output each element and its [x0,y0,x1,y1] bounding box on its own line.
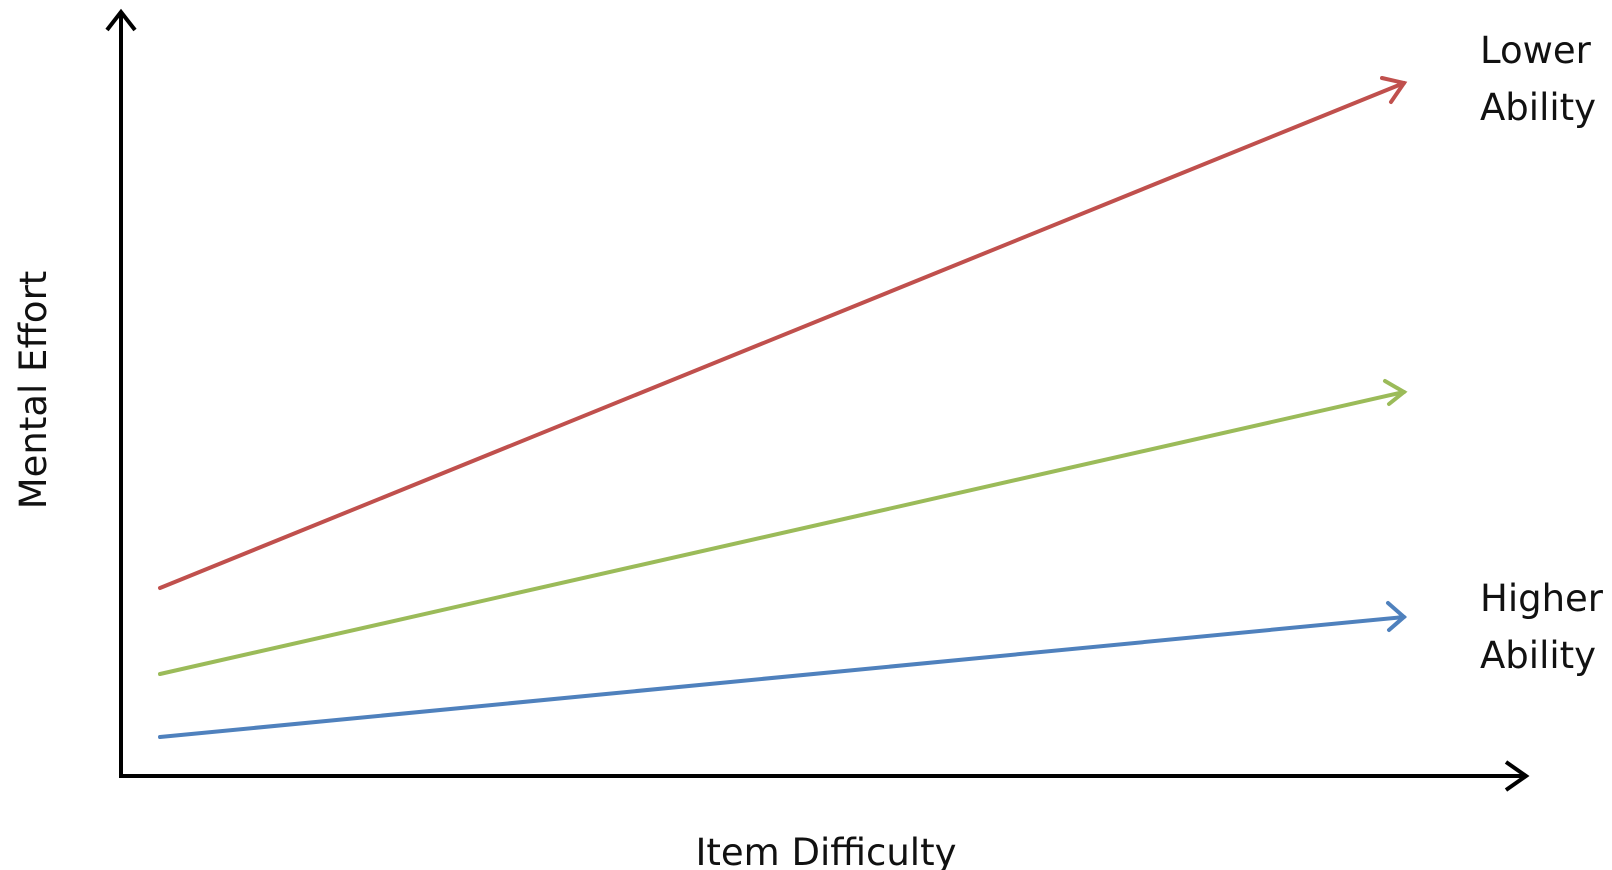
lower-ability-label-line-1: Lower [1480,29,1592,72]
y-axis-arrowhead [105,8,137,32]
lower-ability-label-line-2: Ability [1480,86,1596,129]
higher-ability-label-line-2: Ability [1480,634,1596,677]
higher-ability-arrowhead [1386,601,1408,632]
higher-ability-line [158,615,1406,739]
higher-ability-label-line-1: Higher [1480,577,1604,620]
middle-ability-line [158,390,1406,676]
x-axis-label: Item Difficulty [695,831,956,870]
lower-ability-line-group [158,76,1408,590]
lower-ability-arrowhead [1380,76,1408,104]
higher-ability-line-group [158,601,1408,739]
axes [105,8,1530,792]
x-axis-arrowhead [1504,760,1530,792]
middle-ability-line-group [158,379,1408,676]
lower-ability-line [158,81,1406,590]
y-axis-label: Mental Effort [12,271,55,510]
middle-ability-arrowhead [1383,379,1408,406]
